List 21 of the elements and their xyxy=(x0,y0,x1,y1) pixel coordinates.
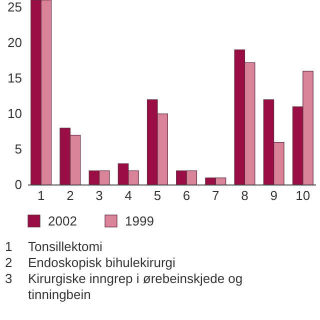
y-tick-label: 20 xyxy=(8,34,22,50)
y-tick-label: 5 xyxy=(14,142,22,157)
x-tick-label: 3 xyxy=(96,188,103,203)
x-tick-label: 4 xyxy=(124,188,132,203)
y-tick-label: 25 xyxy=(8,0,22,14)
x-tick-label: 10 xyxy=(296,188,310,203)
text: 1 Tonsillektomi xyxy=(5,239,102,254)
text: 3 Kirurgiske inngrep i ørebeinskjede og tinningbein xyxy=(5,271,243,302)
x-tick-label: 7 xyxy=(212,188,220,203)
x-tick-label: 6 xyxy=(182,188,190,203)
legend-label: 2002 xyxy=(48,214,77,229)
legend-label: 1999 xyxy=(125,214,154,229)
x-tick-label: 1 xyxy=(37,188,45,203)
x-tick-label: 8 xyxy=(241,188,248,203)
y-tick-label: 10 xyxy=(8,106,22,122)
x-tick-label: 2 xyxy=(66,188,74,203)
y-tick-label: 0 xyxy=(14,177,22,192)
x-tick-label: 9 xyxy=(270,188,278,203)
x-tick-label: 5 xyxy=(154,188,162,203)
y-tick-label: 15 xyxy=(8,70,22,86)
text: 2 Endoskopisk bihulekirurgi xyxy=(5,255,176,270)
